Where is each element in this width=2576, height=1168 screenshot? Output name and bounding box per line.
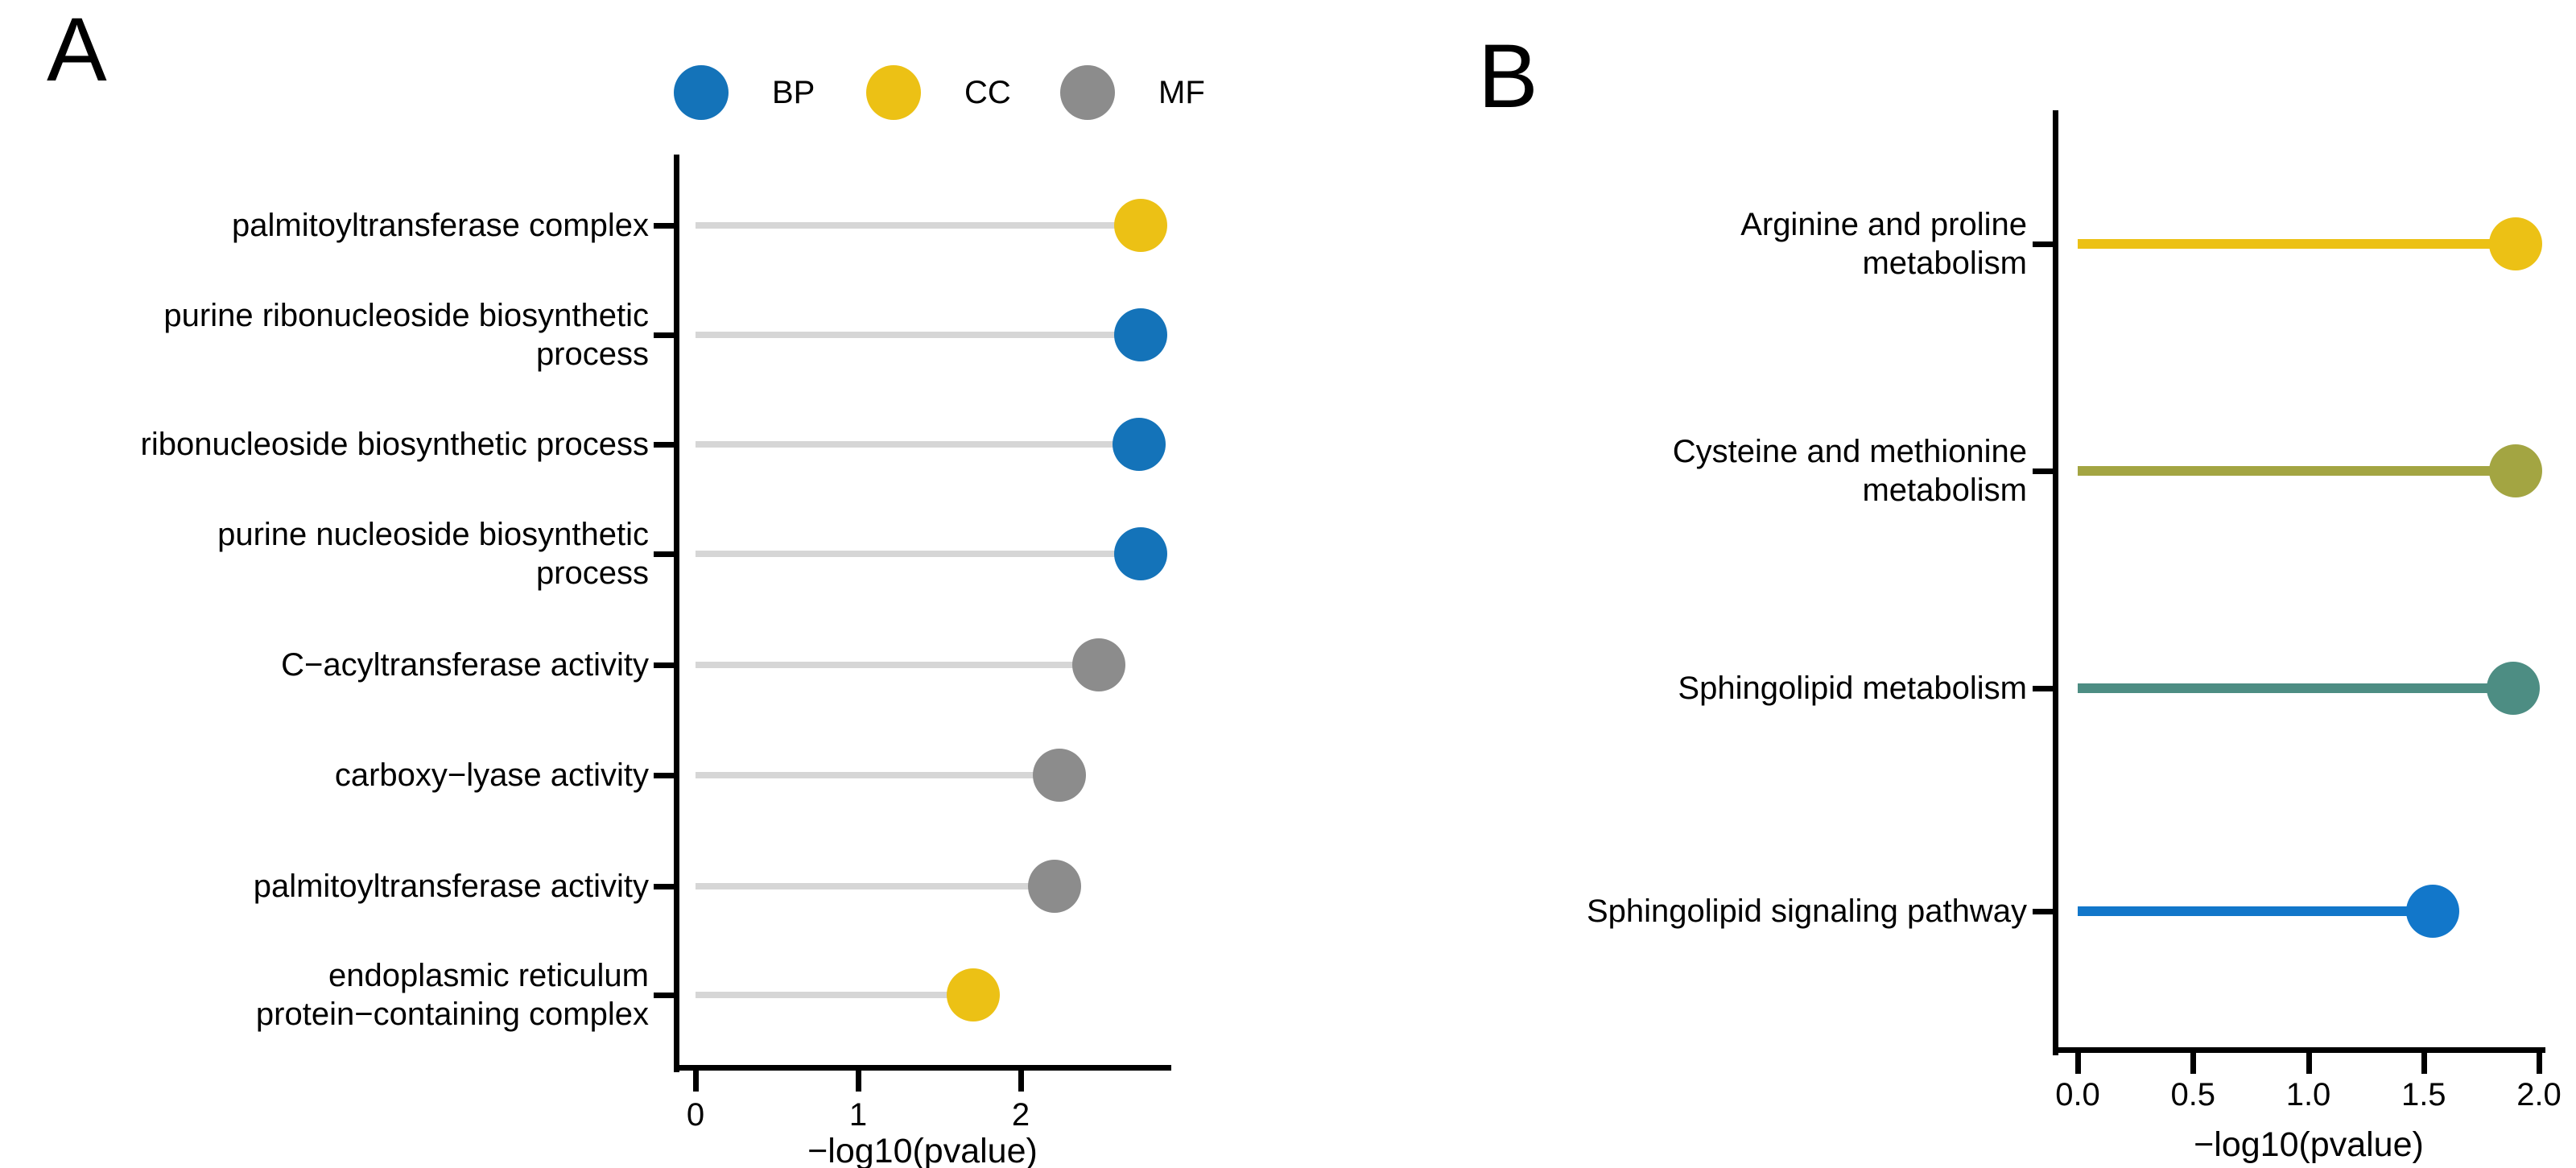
y-axis-tick bbox=[2033, 909, 2055, 914]
x-axis-tick bbox=[2306, 1053, 2312, 1074]
x-axis-tick-label: 1 bbox=[848, 1097, 868, 1133]
lollipop-stem bbox=[696, 441, 1140, 448]
category-label: purine ribonucleoside biosynthetic proce… bbox=[163, 298, 649, 372]
legend-mf-label: MF bbox=[1158, 75, 1205, 110]
lollipop-dot bbox=[2489, 217, 2543, 270]
panel-a-letter: A bbox=[47, 0, 107, 100]
y-axis-tick bbox=[2033, 241, 2055, 247]
x-axis-tick bbox=[856, 1071, 861, 1092]
category-label: Arginine and proline metabolism bbox=[1740, 207, 2027, 281]
y-axis-tick bbox=[2033, 686, 2055, 691]
lollipop-stem bbox=[696, 662, 1099, 668]
y-axis-line bbox=[674, 155, 679, 1072]
lollipop-dot bbox=[2406, 885, 2460, 938]
lollipop-stem bbox=[696, 992, 974, 998]
y-axis-tick bbox=[654, 551, 676, 557]
y-axis-tick bbox=[2033, 468, 2055, 474]
category-label: carboxy−lyase activity bbox=[334, 757, 649, 793]
lollipop-dot bbox=[2487, 662, 2541, 715]
y-axis-tick bbox=[654, 223, 676, 229]
legend-bp-label: BP bbox=[772, 75, 815, 110]
lollipop-stem bbox=[696, 883, 1055, 889]
x-axis-line bbox=[2053, 1047, 2545, 1053]
lollipop-dot bbox=[2489, 444, 2543, 497]
category-label: palmitoyltransferase complex bbox=[232, 208, 649, 243]
legend-cc-swatch bbox=[866, 65, 921, 120]
y-axis-tick bbox=[654, 332, 676, 338]
x-axis-tick bbox=[693, 1071, 699, 1092]
x-axis-tick bbox=[2075, 1053, 2081, 1074]
x-axis-tick-label: 1.5 bbox=[2401, 1077, 2446, 1112]
lollipop-stem bbox=[696, 772, 1060, 778]
panel-b-letter: B bbox=[1478, 26, 1538, 126]
y-axis-tick bbox=[654, 442, 676, 448]
x-axis-tick bbox=[1018, 1071, 1024, 1092]
panel-b-xaxis-title: −log10(pvalue) bbox=[2194, 1125, 2424, 1164]
y-axis-tick bbox=[654, 993, 676, 998]
lollipop-stem bbox=[2078, 683, 2514, 693]
category-label: Cysteine and methionine metabolism bbox=[1672, 434, 2027, 508]
category-label: palmitoyltransferase activity bbox=[253, 869, 649, 904]
legend-cc-label: CC bbox=[964, 75, 1011, 110]
category-label: ribonucleoside biosynthetic process bbox=[140, 427, 649, 462]
x-axis-tick-label: 2 bbox=[1011, 1097, 1030, 1133]
x-axis-tick-label: 1.0 bbox=[2285, 1077, 2331, 1112]
lollipop-stem bbox=[2078, 466, 2516, 476]
lollipop-stem bbox=[696, 332, 1141, 338]
lollipop-stem bbox=[696, 222, 1141, 229]
lollipop-dot bbox=[1114, 308, 1168, 361]
lollipop-dot bbox=[947, 968, 1001, 1021]
category-label: purine nucleoside biosynthetic process bbox=[217, 517, 649, 591]
x-axis-tick bbox=[2537, 1053, 2542, 1074]
x-axis-tick-label: 0.5 bbox=[2170, 1077, 2216, 1112]
y-axis-line bbox=[2053, 110, 2058, 1055]
category-label: Sphingolipid signaling pathway bbox=[1586, 894, 2027, 929]
x-axis-tick-label: 2.0 bbox=[2516, 1077, 2562, 1112]
category-label: endoplasmic reticulum protein−containing… bbox=[255, 958, 649, 1032]
lollipop-dot bbox=[1071, 638, 1125, 691]
category-label: Sphingolipid metabolism bbox=[1678, 671, 2027, 706]
y-axis-tick bbox=[654, 884, 676, 889]
legend-bp-swatch bbox=[674, 65, 729, 120]
lollipop-dot bbox=[1114, 527, 1168, 580]
x-axis-tick-label: 0.0 bbox=[2055, 1077, 2100, 1112]
lollipop-dot bbox=[1113, 418, 1166, 471]
lollipop-dot bbox=[1033, 749, 1087, 802]
x-axis-tick-label: 0 bbox=[686, 1097, 705, 1133]
lollipop-stem bbox=[2078, 239, 2516, 249]
x-axis-line bbox=[674, 1065, 1171, 1071]
legend-mf-swatch bbox=[1060, 65, 1115, 120]
y-axis-tick bbox=[654, 662, 676, 668]
y-axis-tick bbox=[654, 773, 676, 778]
x-axis-tick bbox=[2190, 1053, 2197, 1074]
lollipop-stem bbox=[2078, 906, 2434, 916]
lollipop-dot bbox=[1114, 199, 1168, 252]
lollipop-stem bbox=[696, 551, 1141, 557]
x-axis-tick bbox=[2421, 1053, 2427, 1074]
lollipop-dot bbox=[1028, 860, 1082, 913]
panel-a-xaxis-title: −log10(pvalue) bbox=[807, 1132, 1038, 1168]
category-label: C−acyltransferase activity bbox=[281, 647, 649, 683]
